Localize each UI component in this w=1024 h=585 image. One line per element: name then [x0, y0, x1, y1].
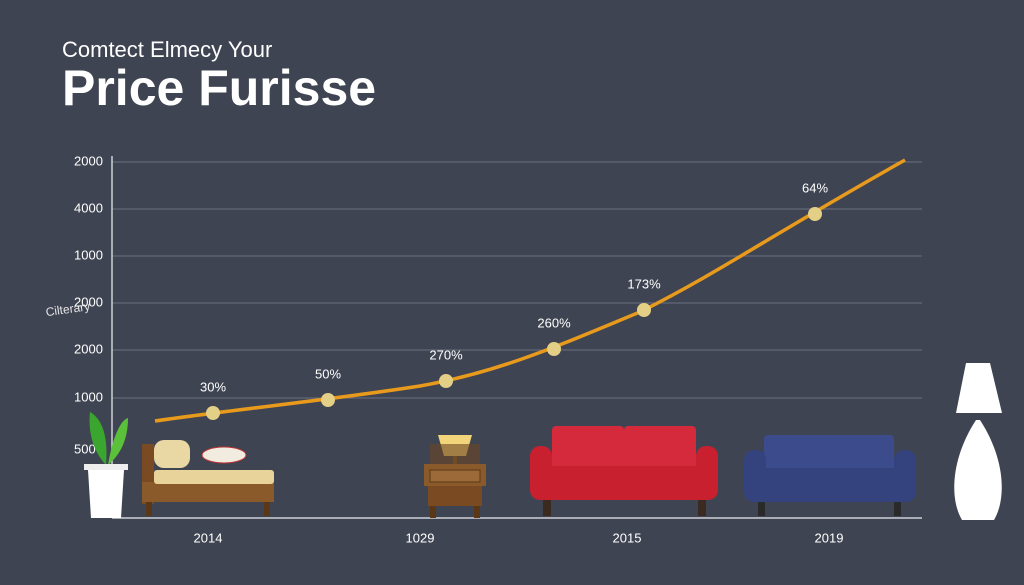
grid: 2000 4000 1000 2000 2000 1000 500 — [74, 153, 922, 456]
point-label: 30% — [200, 379, 226, 394]
point-label: 260% — [537, 315, 571, 330]
nightstand-body — [428, 486, 482, 506]
backrest — [552, 426, 624, 470]
seat — [538, 466, 712, 500]
nightstand-back — [430, 444, 480, 464]
seat — [752, 468, 908, 502]
title: Price Furisse — [62, 60, 376, 116]
subtitle: Comtect Elmecy Your — [62, 37, 272, 62]
backrest — [764, 435, 894, 471]
cushion — [201, 446, 247, 464]
point-label: 270% — [429, 347, 463, 362]
y-axis-label: 2000 — [74, 294, 103, 309]
y-axis-label: 2000 — [74, 153, 103, 168]
bed-base — [142, 482, 274, 502]
point — [439, 374, 453, 388]
point — [637, 303, 651, 317]
point — [206, 406, 220, 420]
arm — [696, 446, 718, 500]
leg — [758, 502, 765, 516]
point-label: 50% — [315, 366, 341, 381]
axis-title: Cilterary — [45, 299, 91, 319]
x-axis-label: 2014 — [194, 530, 223, 545]
leaf — [108, 418, 128, 465]
pillow — [154, 440, 190, 468]
x-labels: 2014 1029 2015 2019 — [194, 530, 844, 545]
point — [547, 342, 561, 356]
drawer — [429, 469, 481, 483]
leg — [698, 500, 706, 516]
lamp-base — [954, 420, 1002, 520]
pot-rim — [84, 464, 128, 470]
leaf — [89, 412, 107, 465]
leg — [264, 502, 270, 516]
point-label: 173% — [627, 276, 661, 291]
arm — [894, 450, 916, 502]
pot — [88, 470, 124, 518]
y-axis-label: 1000 — [74, 389, 103, 404]
red-sofa — [530, 426, 718, 516]
leg — [146, 502, 152, 516]
plant — [84, 412, 128, 518]
x-axis-label: 2019 — [815, 530, 844, 545]
y-axis-label: 4000 — [74, 200, 103, 215]
lamp-shade — [956, 363, 1002, 413]
y-axis-label: 2000 — [74, 341, 103, 356]
point — [321, 393, 335, 407]
leg — [430, 506, 436, 518]
y-axis-label: 1000 — [74, 247, 103, 262]
blue-sofa — [744, 435, 916, 516]
arm — [744, 450, 766, 502]
leg — [474, 506, 480, 518]
mattress — [154, 470, 274, 484]
leg — [543, 500, 551, 516]
bed — [142, 440, 274, 516]
x-axis-label: 1029 — [406, 530, 435, 545]
point — [808, 207, 822, 221]
backrest — [624, 426, 696, 470]
x-axis-label: 2015 — [613, 530, 642, 545]
nightstand — [424, 435, 486, 518]
floor-lamp — [954, 363, 1002, 520]
y-axis-label: 500 — [74, 441, 96, 456]
points: 30% 50% 270% 260% 173% 64% — [200, 180, 828, 420]
trend-line — [154, 158, 906, 423]
arm — [530, 446, 552, 500]
point-label: 64% — [802, 180, 828, 195]
leg — [894, 502, 901, 516]
